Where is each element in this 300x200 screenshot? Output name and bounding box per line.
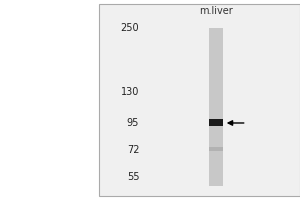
Text: m.liver: m.liver [199,6,233,16]
FancyBboxPatch shape [208,119,223,126]
Text: 130: 130 [121,87,139,97]
FancyBboxPatch shape [208,28,223,186]
FancyBboxPatch shape [99,4,300,196]
Text: 250: 250 [121,23,139,33]
Text: 55: 55 [127,172,139,182]
Text: 72: 72 [127,145,139,155]
Text: 95: 95 [127,118,139,128]
FancyBboxPatch shape [208,147,223,151]
